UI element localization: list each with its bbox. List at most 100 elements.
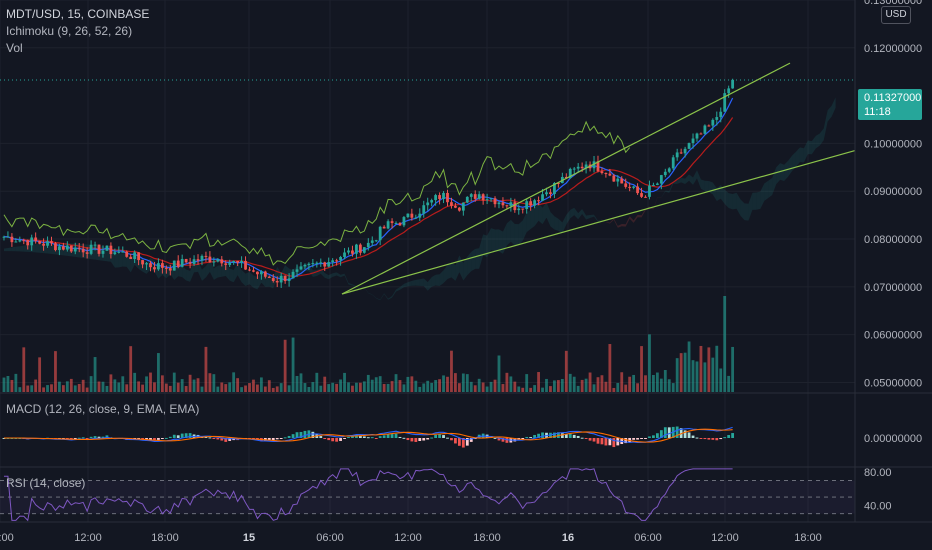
- macd-histogram-bar: [168, 436, 172, 438]
- volume-bar: [592, 384, 596, 392]
- macd-legend[interactable]: MACD (12, 26, close, 9, EMA, EMA): [6, 402, 200, 416]
- volume-bar: [489, 381, 493, 392]
- volume-bar: [18, 387, 22, 392]
- candle-body: [339, 257, 342, 261]
- time-axis-label: 06:00: [634, 532, 662, 544]
- cloud-segment: [447, 262, 452, 279]
- candle-body: [323, 262, 327, 267]
- candle-body: [659, 175, 663, 184]
- ichimoku-legend[interactable]: Ichimoku (9, 26, 52, 26): [6, 24, 133, 38]
- cloud-segment: [502, 223, 507, 254]
- volume-bar: [683, 352, 687, 392]
- cloud-segment: [241, 269, 246, 287]
- macd-histogram-bar: [176, 435, 180, 438]
- candle-body: [501, 202, 505, 206]
- volume-bar: [259, 377, 263, 392]
- volume-bar: [125, 384, 129, 392]
- volume-bar: [279, 383, 283, 392]
- macd-histogram-bar: [295, 432, 299, 438]
- candle-body: [252, 270, 255, 272]
- cloud-segment: [772, 167, 777, 195]
- volume-bar: [454, 373, 457, 392]
- candle-body: [362, 247, 366, 253]
- cloud-segment: [700, 179, 705, 191]
- cloud-segment: [609, 218, 614, 224]
- volume-bar: [188, 374, 192, 392]
- volume-bar: [271, 387, 275, 392]
- candle-body: [679, 152, 683, 154]
- cloud-segment: [23, 245, 28, 252]
- candle-body: [675, 152, 679, 158]
- cloud-segment: [384, 293, 389, 300]
- volume-bar: [671, 383, 675, 392]
- cloud-segment: [534, 203, 539, 227]
- macd-histogram-bar: [695, 437, 699, 439]
- candle-body: [572, 168, 576, 170]
- cloud-segment: [574, 207, 579, 220]
- macd-histogram-bar: [442, 435, 445, 438]
- cloud-segment: [186, 269, 191, 282]
- cloud-segment: [198, 260, 202, 281]
- macd-histogram-bar: [430, 437, 434, 439]
- volume-bar: [691, 360, 695, 392]
- cloud-segment: [392, 289, 397, 298]
- cloud-segment: [704, 180, 709, 193]
- candle-body: [287, 278, 291, 282]
- cloud-segment: [605, 222, 610, 224]
- volume-bar: [481, 382, 485, 392]
- volume-bar: [525, 374, 529, 392]
- candle-body: [93, 244, 97, 246]
- candle-body: [145, 263, 148, 265]
- macd-histogram-bar: [386, 434, 390, 438]
- volume-bar: [200, 386, 204, 392]
- macd-histogram-bar: [616, 438, 620, 446]
- cloud-segment: [427, 277, 432, 291]
- cloud-segment: [693, 170, 697, 185]
- candle-body: [271, 278, 275, 281]
- cloud-segment: [506, 219, 511, 246]
- volume-bar: [38, 357, 42, 392]
- last-price-value: 0.11327000: [864, 92, 922, 104]
- last-price-tag: 0.11327000 11:18: [858, 89, 922, 120]
- candle-body: [18, 240, 22, 242]
- macd-histogram-bar: [224, 438, 228, 442]
- candle-body: [331, 260, 335, 263]
- volume-bar: [438, 379, 441, 392]
- cloud-segment: [578, 208, 583, 220]
- macd-histogram-bar: [414, 438, 418, 442]
- volume-legend[interactable]: Vol: [6, 41, 23, 55]
- candle-body: [34, 237, 38, 242]
- cloud-segment: [35, 243, 40, 253]
- candle-body: [612, 175, 616, 182]
- candle-body: [236, 260, 240, 263]
- candle-body: [240, 260, 243, 263]
- rsi-legend[interactable]: RSI (14, close): [6, 476, 86, 490]
- macd-histogram-bar: [188, 433, 192, 438]
- rsi-axis-label: 80.00: [864, 467, 892, 479]
- macd-histogram-bar: [228, 438, 232, 441]
- cloud-segment: [498, 229, 503, 254]
- volume-bar: [679, 353, 683, 392]
- currency-badge[interactable]: USD: [881, 6, 911, 24]
- candle-body: [30, 237, 34, 246]
- volume-bar: [509, 376, 513, 392]
- candle-body: [10, 236, 14, 243]
- cloud-segment: [760, 183, 765, 209]
- macd-histogram-bar: [160, 438, 164, 439]
- macd-histogram-bar: [434, 434, 438, 438]
- macd-histogram-bar: [105, 435, 109, 438]
- cloud-segment: [7, 247, 12, 252]
- candle-body: [454, 205, 457, 208]
- volume-bar: [402, 384, 406, 392]
- cloud-segment: [431, 274, 436, 287]
- candle-body: [580, 166, 584, 169]
- candle-body: [430, 200, 434, 203]
- candle-body: [461, 202, 465, 211]
- volume-bar: [370, 379, 374, 392]
- cloud-segment: [522, 212, 527, 241]
- candle-body: [691, 138, 695, 144]
- candle-body: [212, 261, 216, 263]
- volume-bar: [612, 387, 616, 392]
